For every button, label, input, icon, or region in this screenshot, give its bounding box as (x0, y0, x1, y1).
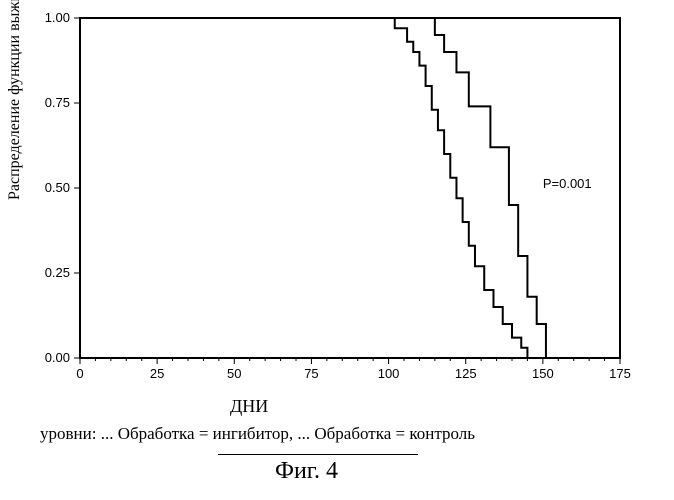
x-tick-label: 125 (455, 366, 477, 381)
x-tick-label: 25 (150, 366, 164, 381)
survival-curve-inhibitor (80, 18, 527, 358)
x-tick-label: 175 (609, 366, 631, 381)
y-tick-label: 0.50 (45, 180, 70, 195)
caption-underline (218, 454, 418, 455)
x-tick-label: 150 (532, 366, 554, 381)
figure-caption: Фиг. 4 (275, 458, 338, 485)
y-tick-label: 0.00 (45, 350, 70, 365)
survival-curve-control (80, 18, 546, 358)
x-tick-label: 50 (227, 366, 241, 381)
x-tick-label: 0 (76, 366, 83, 381)
plot-frame (80, 18, 620, 358)
p-value-annotation: P=0.001 (543, 176, 592, 191)
x-tick-label: 100 (378, 366, 400, 381)
y-tick-label: 1.00 (45, 10, 70, 25)
levels-subtitle: уровни: ... Обработка = ингибитор, ... О… (40, 424, 475, 444)
x-tick-label: 75 (304, 366, 318, 381)
y-tick-label: 0.75 (45, 95, 70, 110)
figure-container: Распределение функции выживаемости 0.000… (0, 0, 674, 500)
x-axis-label: ДНИ (230, 396, 268, 417)
y-tick-label: 0.25 (45, 265, 70, 280)
survival-chart: 0.00 0.25 0.50 0.75 1.00 0 25 50 75 100 125 150 175 P… (0, 0, 674, 398)
